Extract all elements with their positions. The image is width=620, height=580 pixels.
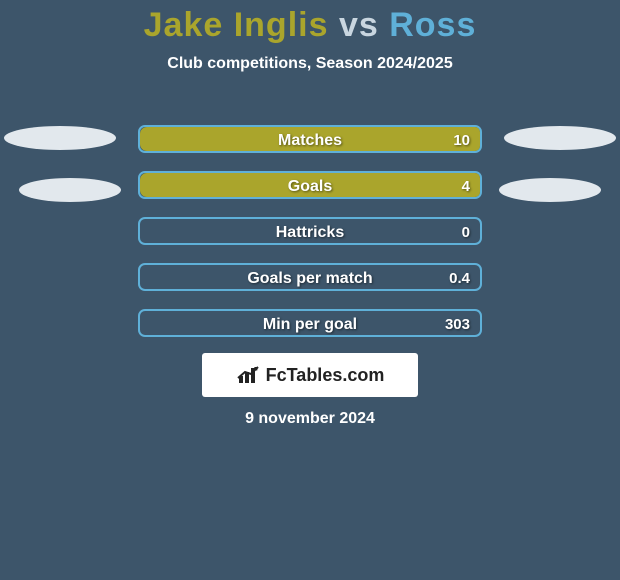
stat-bars: Matches10 Goals4 Hattricks0 Goals per match… bbox=[138, 125, 482, 355]
stat-bar: Goals4 bbox=[138, 171, 482, 199]
avatar-placeholder-left-1 bbox=[4, 126, 116, 150]
stat-bar-label: Goals per match bbox=[140, 265, 480, 289]
date-text: 9 november 2024 bbox=[0, 410, 620, 428]
stat-bar-value: 10 bbox=[453, 127, 470, 151]
avatar-placeholder-right-2 bbox=[499, 178, 601, 202]
stats-card: Jake Inglis vs Ross Club competitions, S… bbox=[0, 0, 620, 580]
vs-text: vs bbox=[339, 6, 379, 44]
player1-name: Jake Inglis bbox=[144, 6, 329, 44]
stat-bar-value: 0.4 bbox=[449, 265, 470, 289]
avatar-placeholder-right-1 bbox=[504, 126, 616, 150]
brand-text: FcTables.com bbox=[266, 365, 385, 386]
stat-bar-value: 303 bbox=[445, 311, 470, 335]
stat-bar-value: 4 bbox=[462, 173, 470, 197]
stat-bar: Hattricks0 bbox=[138, 217, 482, 245]
avatar-placeholder-left-2 bbox=[19, 178, 121, 202]
stat-bar-label: Hattricks bbox=[140, 219, 480, 243]
stat-bar-label: Min per goal bbox=[140, 311, 480, 335]
player2-name: Ross bbox=[389, 6, 476, 44]
page-title: Jake Inglis vs Ross bbox=[0, 0, 620, 45]
stat-bar: Min per goal303 bbox=[138, 309, 482, 337]
stat-bar-value: 0 bbox=[462, 219, 470, 243]
stat-bar-label: Matches bbox=[140, 127, 480, 151]
stat-bar: Matches10 bbox=[138, 125, 482, 153]
chart-icon bbox=[236, 364, 260, 386]
stat-bar: Goals per match0.4 bbox=[138, 263, 482, 291]
stat-bar-label: Goals bbox=[140, 173, 480, 197]
subtitle: Club competitions, Season 2024/2025 bbox=[0, 55, 620, 73]
brand-badge: FcTables.com bbox=[202, 353, 418, 397]
